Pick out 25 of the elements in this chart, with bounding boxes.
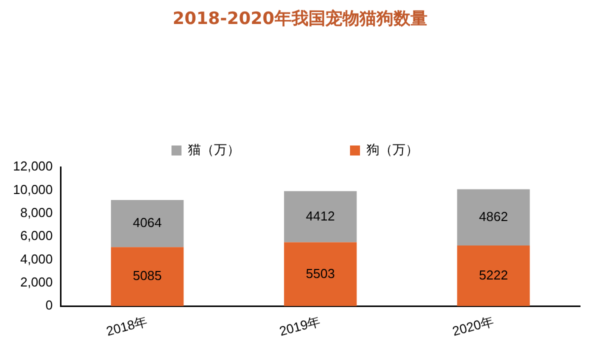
bar bbox=[284, 191, 357, 242]
bar bbox=[457, 189, 530, 246]
legend-label: 猫（万） bbox=[188, 142, 240, 158]
data-label: 5222 bbox=[479, 267, 508, 282]
y-tick-label: 10,000 bbox=[12, 182, 53, 197]
x-tick-label: 2020年 bbox=[450, 313, 496, 339]
data-label: 5503 bbox=[306, 266, 335, 281]
x-tick-label: 2019年 bbox=[278, 313, 322, 339]
y-tick-label: 6,000 bbox=[20, 228, 53, 244]
y-tick-label: 4,000 bbox=[20, 251, 53, 266]
bar bbox=[284, 242, 357, 306]
data-label: 4412 bbox=[306, 208, 335, 224]
bar bbox=[110, 200, 184, 248]
bar bbox=[110, 247, 184, 306]
y-tick-label: 0 bbox=[46, 298, 53, 313]
y-tick-label: 2,000 bbox=[20, 274, 53, 290]
y-tick-label: 12,000 bbox=[12, 158, 53, 174]
data-label: 5085 bbox=[132, 268, 162, 284]
data-label: 4862 bbox=[479, 208, 508, 224]
legend-label: 狗（万） bbox=[366, 142, 418, 158]
data-label: 4064 bbox=[132, 215, 162, 230]
bar bbox=[457, 246, 530, 306]
x-tick-label: 2018年 bbox=[104, 313, 150, 339]
y-tick-label: 8,000 bbox=[20, 204, 53, 220]
chart-title: 2018-2020年我国宠物猫狗数量 bbox=[172, 8, 428, 31]
